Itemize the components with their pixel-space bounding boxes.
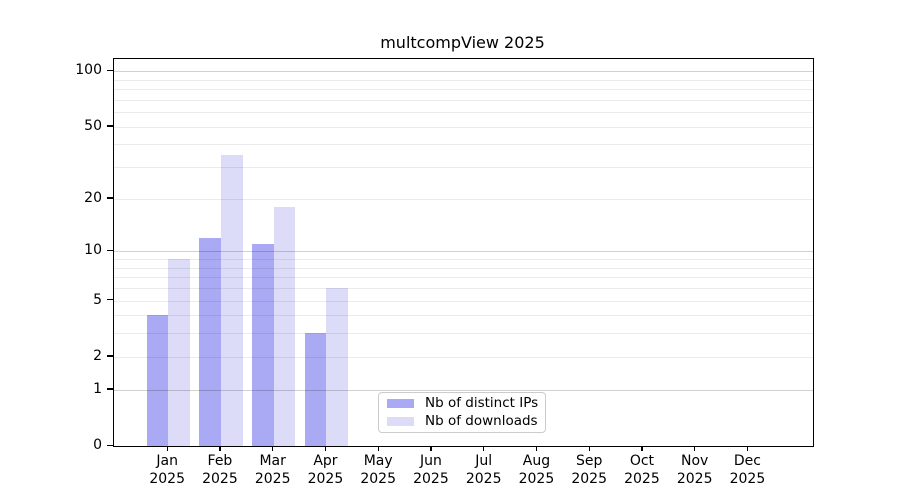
gridline-major-10 [114,251,813,253]
x-tick-label-jun: Jun 2025 [413,453,449,487]
x-tick-label-nov: Nov 2025 [676,453,713,487]
gridline-minor-50 [114,126,813,128]
x-tick-label-apr: Apr 2025 [307,453,344,487]
y-tick-label-5: 5 [93,291,102,308]
plot-area [113,58,814,447]
gridline-minor-2 [114,356,813,358]
y-tick-label-10: 10 [84,242,102,259]
x-tick-sep [588,446,590,452]
bar-jan-distinct-ips [146,315,169,446]
x-tick-label-mar: Mar 2025 [254,453,291,487]
y-tick-label-0: 0 [93,437,102,453]
y-tick-label-2: 2 [93,347,102,364]
y-tick-2 [107,355,113,357]
bar-mar-distinct-ips [252,244,274,446]
x-tick-aug [535,446,538,452]
x-tick-jun [430,446,432,452]
y-tick-label-20: 20 [84,189,102,206]
y-tick-1 [107,388,113,390]
legend-swatch-distinct-ips [387,399,414,408]
x-tick-may [377,446,379,452]
gridline-minor-80 [114,89,813,91]
y-tick-20 [107,197,113,199]
y-tick-100 [107,69,113,72]
legend-label-downloads: Nb of downloads [425,413,538,429]
x-tick-oct [641,446,643,452]
gridline-major-100 [114,71,813,73]
bar-apr-distinct-ips [304,333,327,446]
bar-feb-distinct-ips [199,237,221,446]
bar-apr-downloads [326,288,349,446]
gridline-minor-70 [114,99,813,101]
y-tick-50 [107,125,113,127]
legend-entry-distinct-ips: Nb of distinct IPs [387,396,545,411]
bar-mar-downloads [273,206,296,446]
bar-feb-downloads [220,155,243,446]
gridline-minor-9 [114,259,813,261]
gridline-minor-7 [114,277,813,279]
gridline-minor-3 [114,333,813,335]
x-tick-label-dec: Dec 2025 [729,453,766,487]
gridline-minor-30 [114,167,813,169]
y-tick-label-1: 1 [93,380,102,397]
gridline-minor-4 [114,315,813,317]
gridline-minor-40 [114,144,813,146]
x-tick-mar [272,446,274,452]
legend-swatch-downloads [387,417,414,426]
gridline-minor-8 [114,267,813,269]
x-tick-apr [324,446,327,452]
gridline-minor-60 [114,112,813,114]
x-tick-label-jan: Jan 2025 [149,453,185,487]
y-tick-label-50: 50 [84,117,102,134]
legend-label-distinct-ips: Nb of distinct IPs [425,395,539,411]
legend: Nb of distinct IPs Nb of downloads [378,392,546,433]
y-tick-5 [107,299,113,301]
x-tick-label-jul: Jul 2025 [465,453,502,487]
bar-jan-downloads [168,259,190,446]
chart-title: multcompView 2025 [380,33,545,52]
x-tick-label-aug: Aug 2025 [518,453,555,487]
x-tick-dec [746,446,749,452]
x-tick-label-feb: Feb 2025 [202,453,238,487]
x-tick-feb [219,446,221,452]
gridline-minor-6 [114,287,813,289]
x-tick-label-sep: Sep 2025 [571,453,607,487]
y-tick-label-100: 100 [75,62,102,79]
y-tick-0 [107,444,113,446]
x-tick-label-oct: Oct 2025 [624,453,660,487]
y-tick-10 [107,249,113,252]
x-tick-nov [694,446,696,452]
gridline-minor-5 [114,300,813,302]
gridline-minor-90 [114,79,813,81]
x-tick-label-may: May 2025 [360,453,396,487]
gridline-minor-20 [114,198,813,200]
legend-entry-downloads: Nb of downloads [387,414,545,429]
x-tick-jul [483,446,485,452]
x-tick-jan [166,446,168,452]
gridline-major-1 [114,389,813,391]
